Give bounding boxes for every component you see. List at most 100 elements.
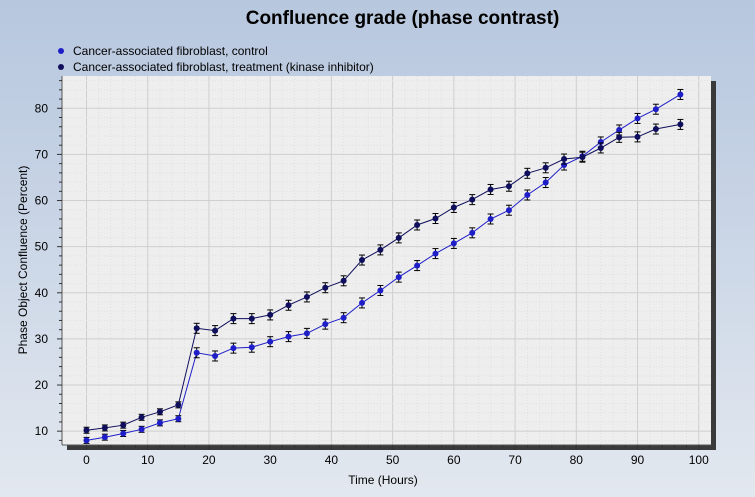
data-point	[414, 221, 421, 228]
data-point	[524, 192, 531, 199]
legend: Cancer-associated fibroblast, control Ca…	[58, 43, 374, 75]
y-tick-label: 30	[35, 332, 49, 346]
legend-item-treatment[interactable]: Cancer-associated fibroblast, treatment …	[58, 59, 374, 75]
data-point	[340, 277, 347, 284]
data-point	[248, 315, 255, 322]
data-point	[359, 299, 366, 306]
data-point	[579, 154, 586, 161]
x-tick-label: 50	[386, 453, 400, 467]
y-tick-label: 60	[35, 194, 49, 208]
data-point	[524, 170, 531, 177]
y-tick-label: 80	[35, 101, 49, 115]
data-point	[414, 262, 421, 269]
data-point	[83, 427, 90, 434]
series-1	[83, 118, 684, 434]
data-point	[450, 204, 457, 211]
data-point	[175, 401, 182, 408]
data-point	[634, 133, 641, 140]
data-point	[395, 234, 402, 241]
data-point	[677, 91, 684, 98]
data-point	[377, 246, 384, 253]
x-tick-label: 40	[325, 453, 339, 467]
legend-marker-control	[58, 48, 64, 54]
data-point	[597, 144, 604, 151]
y-tick-label: 10	[35, 424, 49, 438]
data-point	[377, 287, 384, 294]
axis-ticks: 0 10 20 30 40 50 60 70 80 90 100 10 20 30 40 50 60 70 80	[35, 80, 709, 467]
chart-title: Confluence grade (phase contrast)	[245, 8, 560, 29]
data-point	[652, 126, 659, 133]
data-point	[230, 315, 237, 322]
data-point	[505, 183, 512, 190]
data-point	[230, 345, 237, 352]
data-point	[395, 274, 402, 281]
legend-label-control: Cancer-associated fibroblast, control	[73, 44, 268, 58]
data-point	[101, 434, 108, 441]
x-tick-label: 10	[141, 453, 155, 467]
x-tick-label: 70	[508, 453, 522, 467]
data-point	[652, 106, 659, 113]
data-point	[193, 325, 200, 332]
data-point	[677, 121, 684, 128]
plot-area	[62, 76, 711, 445]
y-tick-label: 70	[35, 147, 49, 161]
series-0	[83, 88, 684, 444]
data-point	[193, 349, 200, 356]
x-tick-label: 20	[202, 453, 216, 467]
data-point	[156, 419, 163, 426]
x-tick-label: 80	[570, 453, 584, 467]
data-point	[303, 330, 310, 337]
data-point	[542, 164, 549, 171]
data-point	[432, 215, 439, 222]
data-point	[487, 215, 494, 222]
x-axis-label: Time (Hours)	[348, 473, 418, 487]
legend-label-treatment: Cancer-associated fibroblast, treatment …	[73, 60, 374, 74]
data-point	[634, 115, 641, 122]
data-point	[120, 430, 127, 437]
y-axis-label: Phase Object Confluence (Percent)	[16, 166, 30, 355]
x-tick-label: 100	[689, 453, 709, 467]
data-point	[175, 415, 182, 422]
data-point	[561, 162, 568, 169]
data-point	[450, 240, 457, 247]
data-point	[267, 311, 274, 318]
data-point	[322, 284, 329, 291]
data-point	[212, 352, 219, 359]
x-tick-label: 90	[631, 453, 645, 467]
y-tick-label: 20	[35, 378, 49, 392]
data-point	[285, 333, 292, 340]
data-point	[487, 186, 494, 193]
data-point	[322, 321, 329, 328]
data-point	[359, 257, 366, 264]
data-point	[101, 424, 108, 431]
data-point	[542, 179, 549, 186]
data-point	[432, 250, 439, 257]
y-tick-label: 40	[35, 286, 49, 300]
data-point	[156, 408, 163, 415]
data-point	[561, 156, 568, 163]
data-point	[120, 422, 127, 429]
y-tick-label: 50	[35, 240, 49, 254]
data-point	[597, 138, 604, 145]
data-point	[469, 196, 476, 203]
data-point	[285, 302, 292, 309]
data-point	[340, 314, 347, 321]
data-point	[138, 426, 145, 433]
legend-item-control[interactable]: Cancer-associated fibroblast, control	[58, 43, 374, 59]
data-point	[248, 344, 255, 351]
series-layer	[83, 88, 684, 444]
data-point	[469, 229, 476, 236]
legend-marker-treatment	[58, 64, 64, 70]
grid-lines	[62, 76, 711, 445]
data-point	[267, 338, 274, 345]
data-point	[616, 134, 623, 141]
data-point	[303, 293, 310, 300]
data-point	[505, 207, 512, 214]
data-point	[212, 327, 219, 334]
x-tick-label: 0	[83, 453, 90, 467]
data-point	[616, 126, 623, 133]
data-point	[83, 437, 90, 444]
data-point	[138, 414, 145, 421]
x-tick-label: 30	[263, 453, 277, 467]
